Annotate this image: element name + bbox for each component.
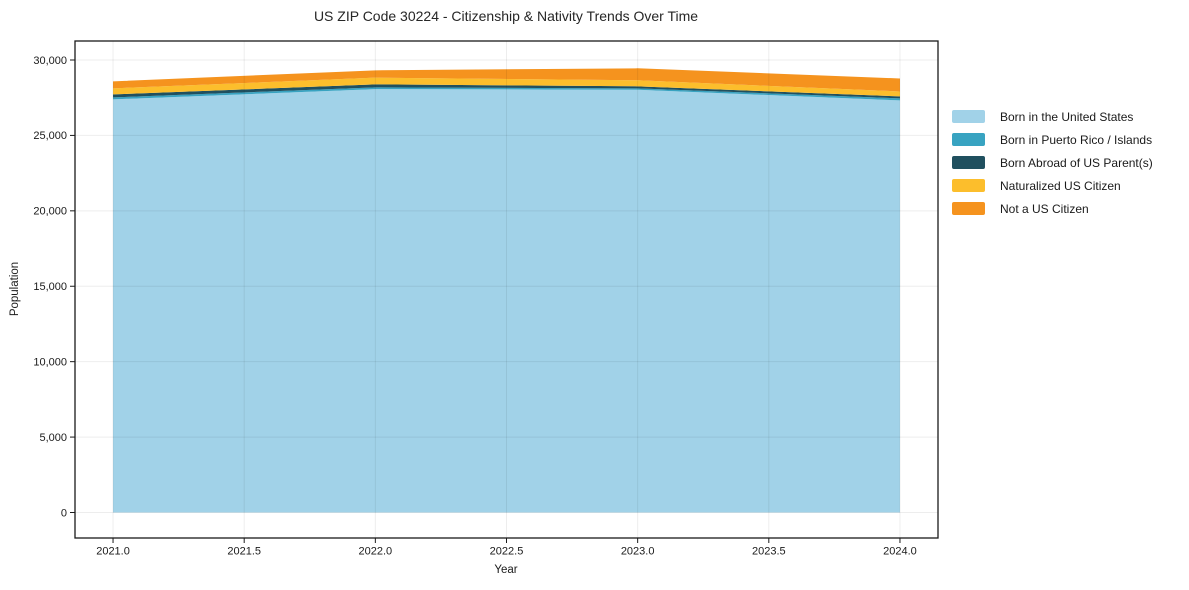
legend-item: Not a US Citizen: [952, 197, 1153, 220]
area-series-2: [113, 84, 900, 99]
legend-swatch-icon: [952, 133, 985, 146]
y-tick-label: 0: [61, 507, 67, 519]
legend-swatch-icon: [952, 202, 985, 215]
area-series-1: [113, 87, 900, 101]
legend-item: Naturalized US Citizen: [952, 174, 1153, 197]
x-tick-label: 2023.0: [621, 546, 655, 558]
legend-item-label: Born in Puerto Rico / Islands: [1000, 132, 1153, 147]
legend-item-label: Born Abroad of US Parent(s): [1000, 155, 1153, 170]
area-series-3: [113, 77, 900, 97]
legend-item-label: Not a US Citizen: [1000, 201, 1089, 216]
x-tick-label: 2022.0: [359, 546, 393, 558]
y-tick-label: 15,000: [33, 281, 67, 293]
y-tick-label: 30,000: [33, 55, 67, 67]
area-series-4: [113, 68, 900, 92]
legend-item: Born in the United States: [952, 105, 1153, 128]
x-tick-label: 2024.0: [883, 546, 917, 558]
area-series-0: [113, 89, 900, 513]
legend-item: Born Abroad of US Parent(s): [952, 151, 1153, 174]
x-axis-label: Year: [494, 564, 518, 576]
y-tick-label: 20,000: [33, 206, 67, 218]
legend-item-label: Naturalized US Citizen: [1000, 178, 1121, 193]
legend-swatch-icon: [952, 179, 985, 192]
legend-swatch-icon: [952, 156, 985, 169]
legend-item: Born in Puerto Rico / Islands: [952, 128, 1153, 151]
x-tick-label: 2023.5: [752, 546, 786, 558]
x-tick-label: 2022.5: [490, 546, 524, 558]
chart-title: US ZIP Code 30224 - Citizenship & Nativi…: [313, 8, 699, 24]
legend-item-label: Born in the United States: [1000, 109, 1134, 124]
x-tick-label: 2021.5: [227, 546, 261, 558]
y-tick-label: 10,000: [33, 356, 67, 368]
legend-swatch-icon: [952, 110, 985, 123]
y-tick-label: 25,000: [33, 130, 67, 142]
legend: Born in the United States Born in Puerto …: [952, 105, 1153, 220]
x-tick-label: 2021.0: [96, 546, 130, 558]
y-tick-label: 5,000: [39, 432, 67, 444]
